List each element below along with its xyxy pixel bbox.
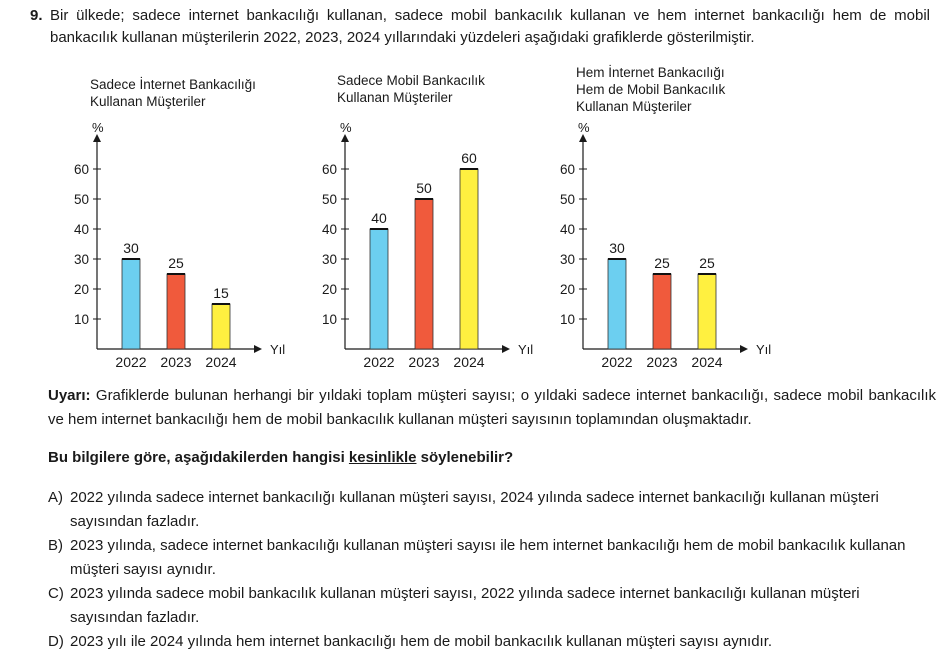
bar	[652, 273, 672, 350]
bar-value-label: 15	[213, 285, 229, 301]
answer-options: A) 2022 yılında sadece internet bankacıl…	[48, 486, 936, 654]
y-tick-label: 30	[560, 252, 575, 267]
chart-mobile: % Yıl 10 20 30 40 50 60 40 2022 50 2023 60 2024	[322, 120, 533, 370]
y-tick-label: 10	[560, 312, 575, 327]
y-axis-label: %	[92, 120, 104, 135]
y-tick-label: 10	[322, 312, 337, 327]
y-tick-label: 40	[560, 222, 575, 237]
x-tick-label: 2023	[646, 354, 677, 370]
y-tick-label: 20	[74, 282, 89, 297]
option-letter: B)	[48, 537, 63, 554]
prompt-underlined: kesinlikle	[348, 449, 417, 466]
x-axis-label: Yıl	[518, 342, 533, 357]
question-prompt: Bu bilgilere göre, aşağıdakilerden hangi…	[48, 449, 513, 466]
y-tick-label: 50	[560, 192, 575, 207]
chart-internet: % Yıl 10 20 30 40 50 60 30 2022 25 2023 15 2024	[74, 120, 285, 370]
bar-value-label: 25	[654, 255, 670, 271]
y-axis-label: %	[578, 120, 590, 135]
option-b[interactable]: B) 2023 yılında, sadece internet bankacı…	[48, 534, 936, 582]
y-tick-label: 60	[560, 162, 575, 177]
x-axis-arrow	[740, 345, 748, 353]
prompt-before: Bu bilgilere göre, aşağıdakilerden hangi…	[48, 449, 349, 466]
x-tick-label: 2022	[115, 354, 146, 370]
bar-value-label: 30	[123, 240, 139, 256]
y-tick-label: 50	[322, 192, 337, 207]
bar-value-label: 60	[461, 150, 477, 166]
chart-title-mobile: Sadece Mobil Bankacılık Kullanan Müşteri…	[337, 73, 485, 105]
y-tick-label: 20	[560, 282, 575, 297]
prompt-after: söylenebilir?	[416, 449, 514, 466]
option-text: 2023 yılı ile 2024 yılında hem internet …	[70, 633, 773, 650]
option-letter: C)	[48, 585, 64, 602]
option-text: 2023 yılında, sadece internet bankacılığ…	[70, 537, 906, 578]
y-tick-label: 20	[322, 282, 337, 297]
bar-value-label: 25	[168, 255, 184, 271]
x-tick-label: 2024	[205, 354, 236, 370]
bar-value-label: 25	[699, 255, 715, 271]
x-axis-arrow	[254, 345, 262, 353]
x-tick-label: 2022	[363, 354, 394, 370]
warning-note: Uyarı: Grafiklerde bulunan herhangi bir …	[48, 384, 936, 432]
warning-label: Uyarı:	[48, 387, 91, 404]
x-axis-arrow	[502, 345, 510, 353]
y-tick-label: 40	[74, 222, 89, 237]
option-letter: A)	[48, 489, 63, 506]
y-axis-arrow	[579, 134, 587, 142]
bar-value-label: 50	[416, 180, 432, 196]
option-c[interactable]: C) 2023 yılında sadece mobil bankacılık …	[48, 582, 936, 630]
chart-both: % Yıl 10 20 30 40 50 60 30 2022 25 2023 25 2024	[560, 120, 771, 370]
x-tick-label: 2022	[601, 354, 632, 370]
option-a[interactable]: A) 2022 yılında sadece internet bankacıl…	[48, 486, 936, 534]
chart-title-internet: Sadece İnternet Bankacılığı Kullanan Müş…	[90, 77, 256, 109]
y-tick-label: 60	[322, 162, 337, 177]
x-tick-label: 2023	[160, 354, 191, 370]
y-axis-label: %	[340, 120, 352, 135]
x-tick-label: 2023	[408, 354, 439, 370]
option-text: 2022 yılında sadece internet bankacılığı…	[70, 489, 879, 530]
x-tick-label: 2024	[453, 354, 484, 370]
question-number: 9.	[30, 7, 43, 24]
x-axis-label: Yıl	[270, 342, 285, 357]
y-axis-arrow	[93, 134, 101, 142]
y-tick-label: 30	[74, 252, 89, 267]
y-tick-label: 60	[74, 162, 89, 177]
x-axis-label: Yıl	[756, 342, 771, 357]
y-tick-label: 10	[74, 312, 89, 327]
chart-title-both: Hem İnternet Bankacılığı Hem de Mobil Ba…	[576, 65, 726, 114]
y-tick-label: 30	[322, 252, 337, 267]
bar-value-label: 30	[609, 240, 625, 256]
y-axis-arrow	[341, 134, 349, 142]
y-tick-label: 40	[322, 222, 337, 237]
option-d[interactable]: D) 2023 yılı ile 2024 yılında hem intern…	[48, 630, 936, 654]
warning-text: Grafiklerde bulunan herhangi bir yıldaki…	[48, 387, 936, 428]
option-text: 2023 yılında sadece mobil bankacılık kul…	[70, 585, 860, 626]
bar	[697, 273, 717, 350]
bar	[607, 258, 627, 350]
y-tick-label: 50	[74, 192, 89, 207]
x-tick-label: 2024	[691, 354, 722, 370]
question-text: Bir ülkede; sadece internet bankacılığı …	[50, 7, 930, 46]
option-letter: D)	[48, 633, 64, 650]
bar-value-label: 40	[371, 210, 387, 226]
